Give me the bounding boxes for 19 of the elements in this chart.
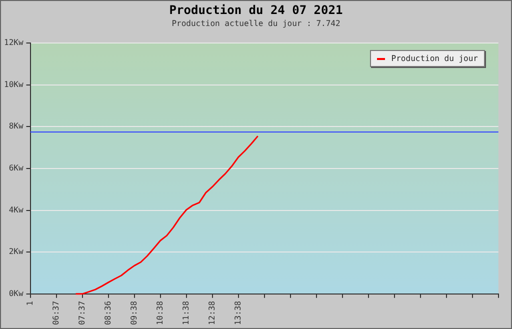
y-tick-label: 0Kw [8,288,24,298]
y-tick-label: 6Kw [8,164,24,173]
x-tick-label: 06:37 [51,300,60,326]
x-tick-label: 12:38 [207,300,216,326]
y-tick-label: 10Kw [4,80,24,89]
x-tick-label: 08:36 [103,300,112,326]
x-tick-label: 10:38 [155,300,164,326]
y-tick-label: 12Kw [4,38,24,48]
chart-title: Production du 24 07 2021 [168,3,344,17]
x-tick-label: 07:37 [77,300,86,326]
x-tick-label: 1 [25,300,34,306]
y-tick-label: 8Kw [8,122,24,131]
x-tick-label: 13:38 [233,300,242,326]
y-tick-label: 4Kw [8,205,24,214]
y-tick-label: 2Kw [8,247,24,256]
chart-subtitle: Production actuelle du jour : 7.742 [170,19,342,28]
legend-label: Production du jour [391,54,478,63]
x-tick-label: 11:38 [181,300,190,326]
x-tick-label: 09:38 [129,300,138,326]
